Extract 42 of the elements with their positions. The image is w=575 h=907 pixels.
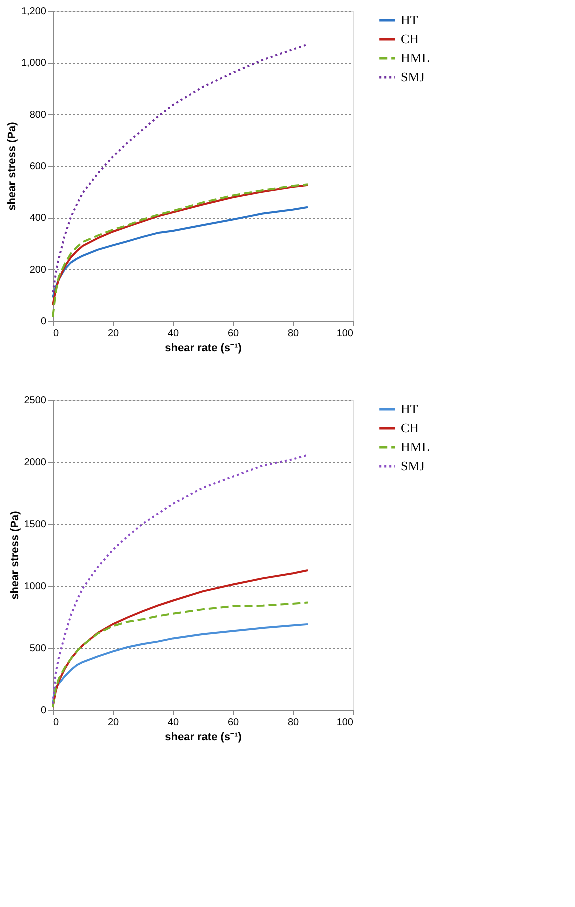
x-tick-label: 0 bbox=[54, 328, 60, 340]
line-series bbox=[52, 602, 309, 709]
legend-label: HT bbox=[401, 12, 418, 28]
y-tick-label: 2000 bbox=[24, 458, 47, 468]
x-tick-label: 60 bbox=[228, 328, 240, 340]
y-tick-label: 0 bbox=[40, 316, 47, 328]
legend-label: SMJ bbox=[401, 70, 425, 84]
x-tick-label: 100 bbox=[336, 718, 354, 728]
y-tick-label: 600 bbox=[30, 162, 47, 172]
x-tick-label: 0 bbox=[54, 718, 60, 728]
y-axis-title: shear stress (Pa) bbox=[9, 510, 22, 600]
x-tick-label: 100 bbox=[336, 328, 354, 340]
line-series bbox=[52, 454, 309, 705]
y-tick-label: 1500 bbox=[24, 520, 47, 530]
y-tick-label: 400 bbox=[30, 213, 47, 224]
y-tick-label: 1000 bbox=[24, 582, 47, 592]
line-series bbox=[52, 44, 309, 294]
x-tick-label: 60 bbox=[228, 718, 240, 728]
y-tick-label: 800 bbox=[30, 110, 47, 121]
y-tick-label: 500 bbox=[30, 644, 47, 654]
legend-label: HT bbox=[401, 402, 418, 416]
x-tick-label: 40 bbox=[168, 718, 180, 728]
legend-label: CH bbox=[401, 32, 420, 46]
legend-label: HML bbox=[401, 440, 430, 454]
legend-label: SMJ bbox=[401, 458, 425, 474]
x-tick-label: 20 bbox=[108, 718, 120, 728]
y-tick-label: 200 bbox=[30, 264, 47, 276]
legend-label: CH bbox=[401, 420, 420, 436]
x-tick-label: 80 bbox=[288, 718, 300, 728]
y-axis-title: shear stress (Pa) bbox=[6, 122, 18, 211]
y-tick-label: 2500 bbox=[24, 396, 47, 406]
legend-label: HML bbox=[401, 50, 430, 66]
y-tick-label: 1,000 bbox=[21, 58, 47, 70]
x-axis-title: shear rate (s⁻¹) bbox=[165, 342, 242, 354]
x-tick-label: 40 bbox=[168, 328, 180, 340]
x-axis-title: shear rate (s⁻¹) bbox=[165, 732, 242, 744]
x-tick-label: 20 bbox=[108, 328, 120, 340]
x-tick-label: 80 bbox=[288, 328, 300, 340]
line-series bbox=[52, 623, 309, 705]
line-series bbox=[52, 206, 309, 299]
y-tick-label: 1,200 bbox=[21, 6, 47, 18]
y-tick-label: 0 bbox=[40, 706, 47, 716]
